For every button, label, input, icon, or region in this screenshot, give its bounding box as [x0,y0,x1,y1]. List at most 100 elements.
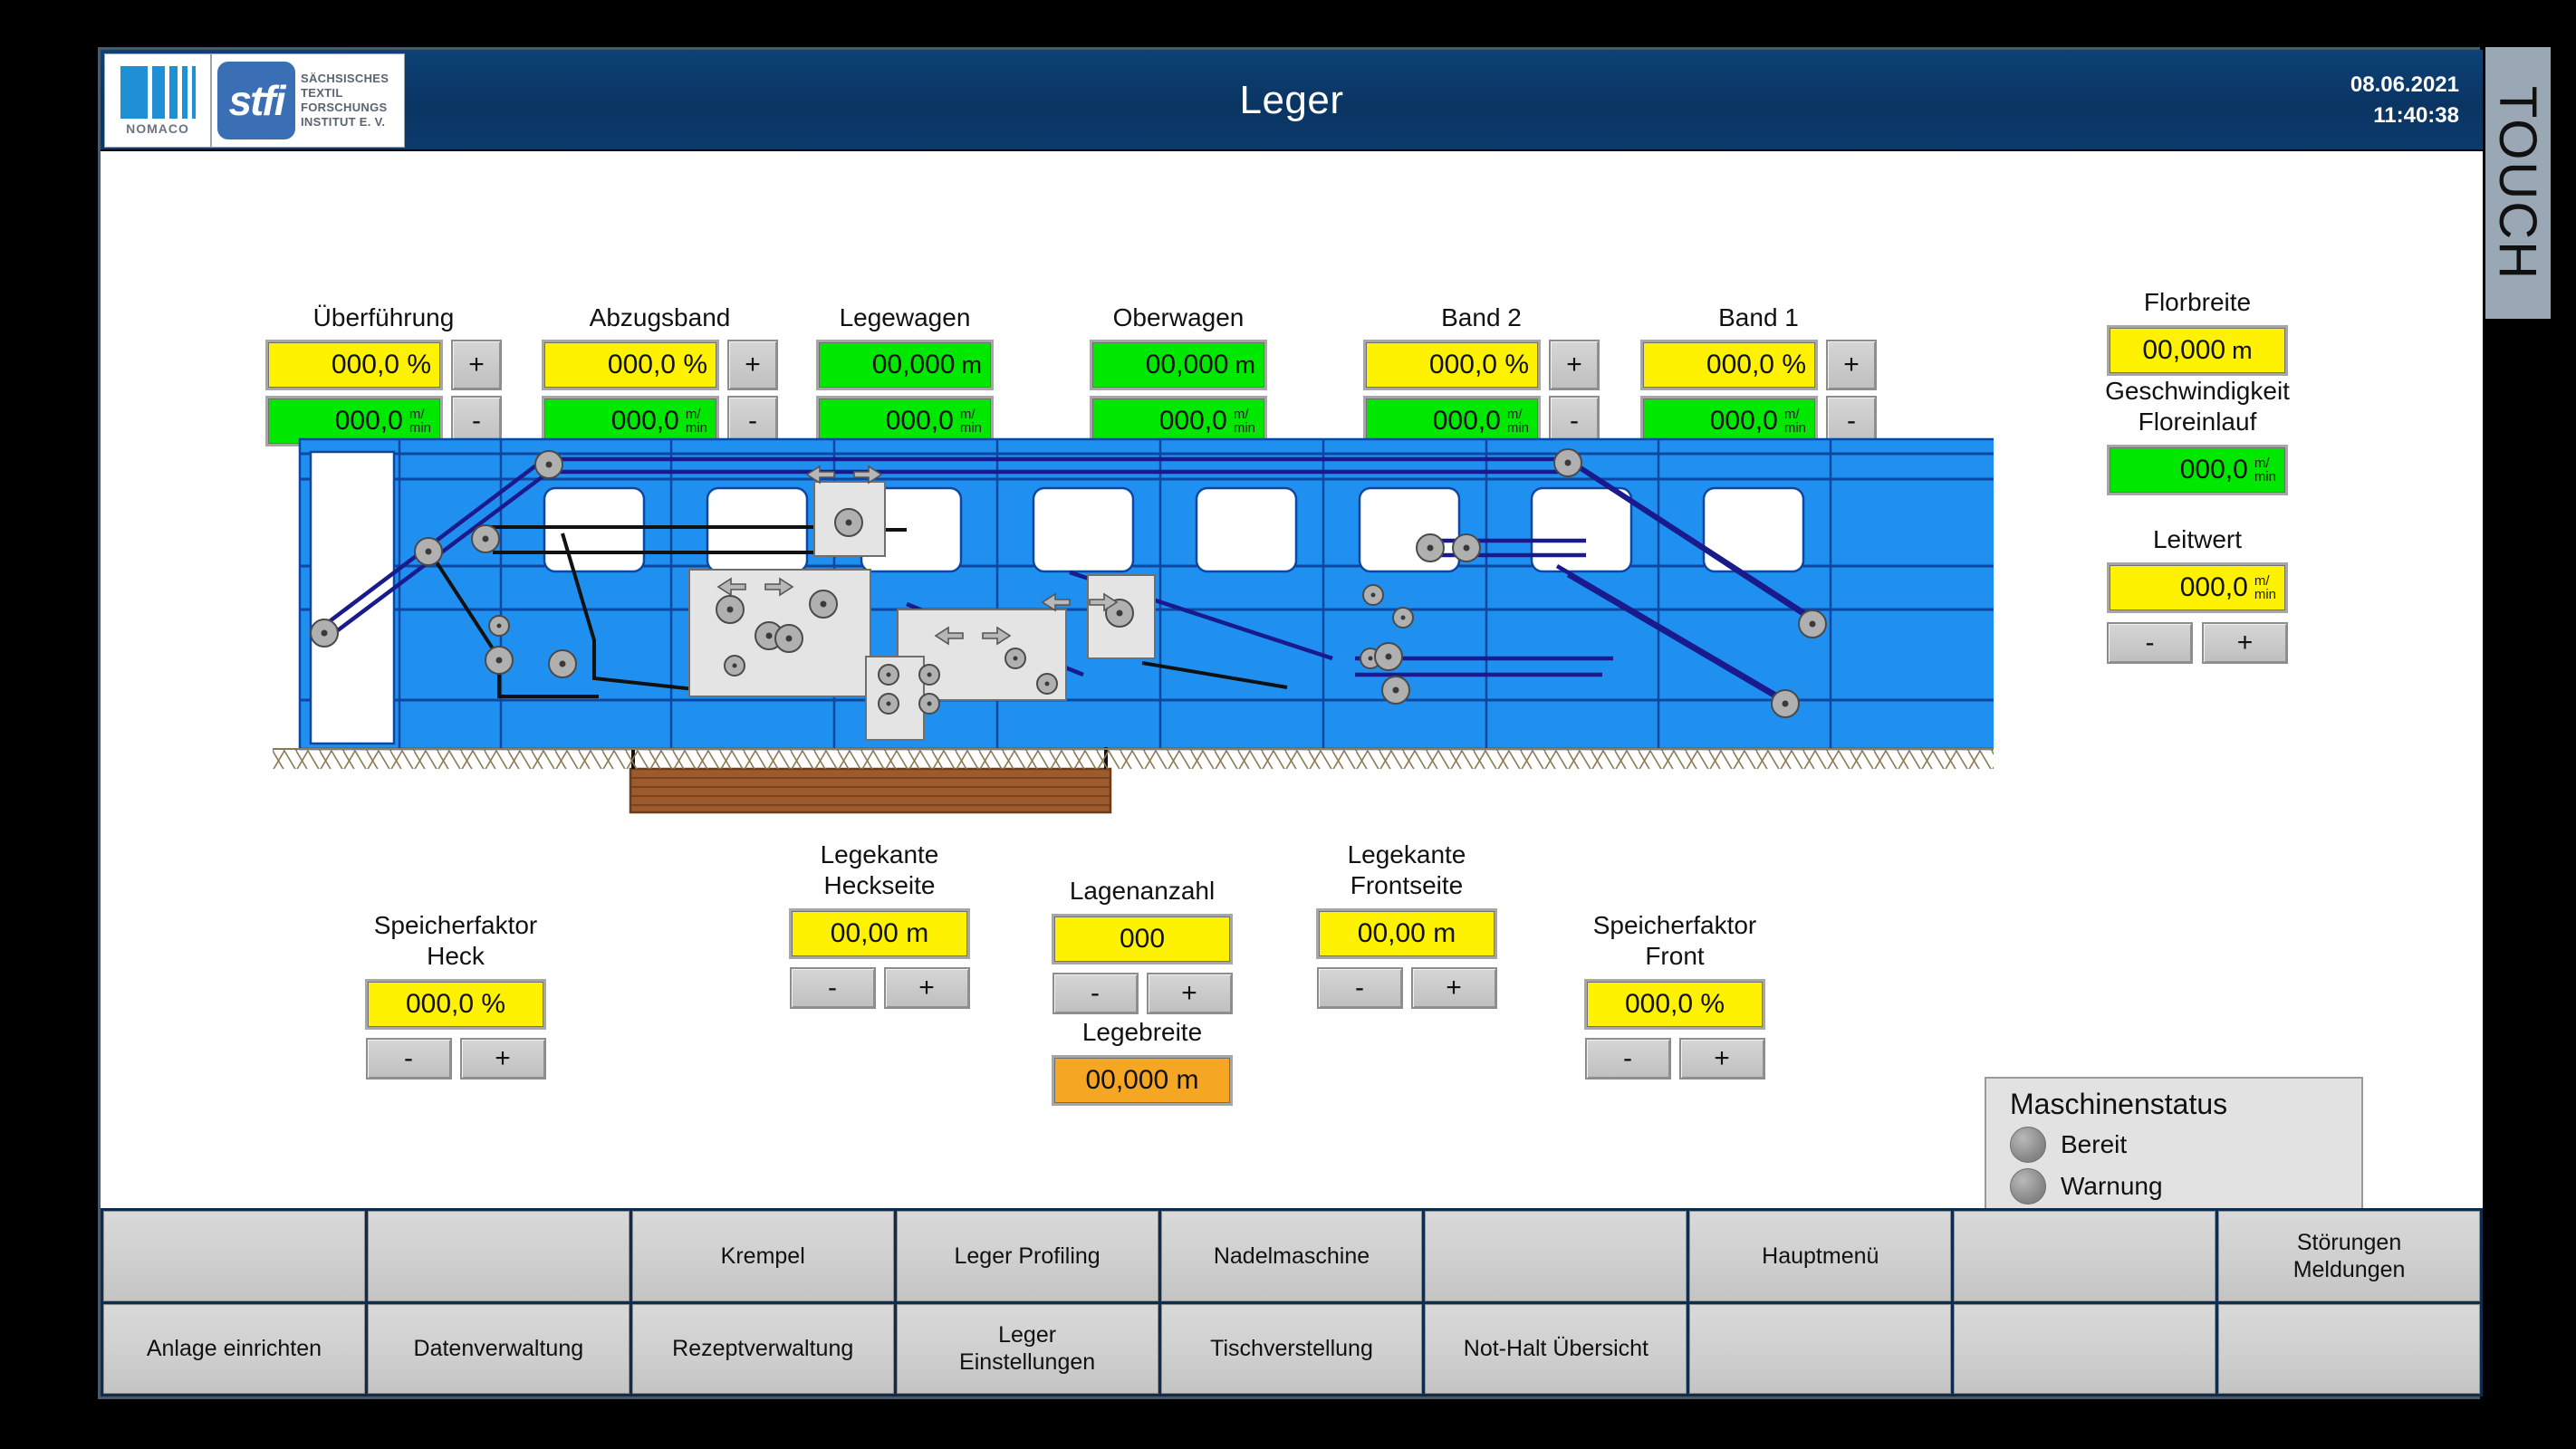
speicherfaktor-heck-value: 000,0 % [405,989,506,1020]
nomaco-wordmark: NOMACO [126,120,189,136]
drive-label-band-1: Band 1 [1718,303,1799,331]
band-2-speed-value: 000,0 [1432,406,1501,436]
drive-group-legewagen: Legewagen 00,000 m 000,0 m/ mi [816,303,994,446]
speicherfaktor-front-minus-button[interactable]: - [1584,1038,1671,1080]
oberwagen-speed-field: 000,0 m/ min [1090,396,1267,446]
oberwagen-speed-value: 000,0 [1158,406,1227,436]
hmi-panel: NOMACO stfi SÄCHSISCHES TEXTIL FORSCHUNG… [98,47,2483,1399]
speicherfaktor-heck-label: Speicherfaktor Heck [373,911,538,971]
nav-button-not-halt-uebersicht[interactable]: Not-Halt Übersicht [1425,1303,1687,1394]
band-1-percent-field[interactable]: 000,0 % [1640,340,1818,390]
nav-button-datenverwaltung[interactable]: Datenverwaltung [367,1303,630,1394]
unit-m-per-min: m/ min [409,406,431,436]
florbreite-label: Florbreite [2143,288,2252,316]
nomaco-bars-icon [120,65,196,119]
unit-m-per-min: m/ min [2254,572,2276,603]
band-2-minus-button[interactable]: - [1549,396,1600,446]
stfi-line-3: FORSCHUNGS [301,101,388,114]
drive-label-oberwagen: Oberwagen [1112,303,1245,331]
legekante-heckseite-plus-button[interactable]: + [883,967,970,1010]
nav-button-top-6[interactable] [1425,1211,1687,1301]
ueberfuehrung-percent-field[interactable]: 000,0 % [265,340,443,390]
lamp-indicator-icon [2010,1168,2046,1204]
unit-m-per-min: m/ min [1233,406,1255,436]
drive-group-band-2: Band 2 000,0 % + 000,0 m/ min [1363,303,1600,446]
speicherfaktor-front-plus-button[interactable]: + [1678,1038,1765,1080]
unit-meter: m [1235,350,1256,379]
abzugsband-speed-field[interactable]: 000,0 m/ min [542,396,719,446]
legekante-heckseite-minus-button[interactable]: - [789,967,876,1010]
nav-button-bottom-9[interactable] [2218,1303,2481,1394]
speicherfaktor-front-value: 000,0 % [1624,989,1725,1020]
drive-group-abzugsband: Abzugsband 000,0 % + 000,0 m/ mi [542,303,778,446]
touch-label: TOUCH [2488,85,2548,281]
time-display: 11:40:38 [2373,103,2459,128]
leitwert-plus-button[interactable]: + [2202,622,2288,665]
speicherfaktor-heck-field[interactable]: 000,0 % [365,979,546,1031]
navigation-bar: Krempel Leger Profiling Nadelmaschine Ha… [101,1208,2483,1396]
legebreite-label: Legebreite [1081,1018,1203,1046]
lagenanzahl-value: 000 [1119,924,1166,955]
band-2-plus-button[interactable]: + [1549,340,1600,390]
ueberfuehrung-minus-button[interactable]: - [451,396,502,446]
date-display: 08.06.2021 [2350,72,2459,97]
nav-button-bottom-8[interactable] [1954,1303,2216,1394]
nav-button-leger-profiling[interactable]: Leger Profiling [896,1211,1158,1301]
band-1-plus-button[interactable]: + [1826,340,1877,390]
oberwagen-position-field: 00,000 m [1090,340,1267,390]
abzugsband-plus-button[interactable]: + [727,340,778,390]
status-lamp-bereit: Bereit [2010,1127,2361,1163]
nav-button-nadelmaschine[interactable]: Nadelmaschine [1160,1211,1423,1301]
abzugsband-minus-button[interactable]: - [727,396,778,446]
navigation-row-bottom: Anlage einrichten Datenverwaltung Rezept… [103,1303,2481,1394]
abzugsband-percent-value: 000,0 % [607,350,707,379]
ueberfuehrung-plus-button[interactable]: + [451,340,502,390]
florbreite-group: Florbreite 00,000 m [2089,287,2306,377]
band-2-percent-field[interactable]: 000,0 % [1363,340,1541,390]
nav-button-anlage-einrichten[interactable]: Anlage einrichten [103,1303,365,1394]
legekante-frontseite-minus-button[interactable]: - [1316,967,1403,1010]
leitwert-group: Leitwert 000,0 m/ min - + [2089,524,2306,665]
legekante-frontseite-plus-button[interactable]: + [1410,967,1497,1010]
drive-label-abzugsband: Abzugsband [589,303,731,331]
nav-button-rezeptverwaltung[interactable]: Rezeptverwaltung [631,1303,894,1394]
leitwert-minus-button[interactable]: - [2107,622,2193,665]
nav-button-top-2[interactable] [367,1211,630,1301]
lagenanzahl-minus-button[interactable]: - [1052,973,1139,1015]
nav-button-bottom-7[interactable] [1689,1303,1952,1394]
legewagen-position-value: 00,000 [871,350,956,379]
speicherfaktor-front-group: Speicherfaktor Front 000,0 % - + [1548,910,1802,1080]
band-1-speed-value: 000,0 [1709,406,1778,436]
legekante-heckseite-field[interactable]: 00,00 m [789,908,970,960]
title-bar: NOMACO stfi SÄCHSISCHES TEXTIL FORSCHUNG… [101,50,2483,151]
nav-button-leger-einstellungen[interactable]: Leger Einstellungen [896,1303,1158,1394]
nav-button-tischverstellung[interactable]: Tischverstellung [1160,1303,1423,1394]
abzugsband-percent-field[interactable]: 000,0 % [542,340,719,390]
legekante-frontseite-group: Legekante Frontseite 00,00 m - + [1289,840,1524,1010]
unit-m-per-min: m/ min [1506,406,1529,436]
legewagen-speed-value: 000,0 [885,406,954,436]
navigation-row-top: Krempel Leger Profiling Nadelmaschine Ha… [103,1211,2481,1301]
nav-button-top-1[interactable] [103,1211,365,1301]
band-1-speed-field[interactable]: 000,0 m/ min [1640,396,1818,446]
legekante-frontseite-field[interactable]: 00,00 m [1316,908,1497,960]
band-1-minus-button[interactable]: - [1826,396,1877,446]
lagenanzahl-field[interactable]: 000 [1052,914,1233,965]
machine-schematic [273,432,1994,867]
unit-meter: m [961,350,983,379]
nav-button-stoerungen-meldungen[interactable]: Störungen Meldungen [2218,1211,2481,1301]
stfi-institute-name: SÄCHSISCHES TEXTIL FORSCHUNGS INSTITUT E… [301,72,389,129]
band-2-speed-field[interactable]: 000,0 m/ min [1363,396,1541,446]
lagenanzahl-plus-button[interactable]: + [1146,973,1233,1015]
drive-label-ueberfuehrung: Überführung [312,303,455,331]
nav-button-krempel[interactable]: Krempel [631,1211,894,1301]
nav-button-hauptmenue[interactable]: Hauptmenü [1689,1211,1952,1301]
status-label-bereit: Bereit [2061,1130,2128,1158]
speicherfaktor-heck-plus-button[interactable]: + [459,1038,546,1080]
speicherfaktor-front-field[interactable]: 000,0 % [1584,979,1765,1031]
leitwert-field[interactable]: 000,0 m/ min [2107,562,2288,614]
nav-button-top-8[interactable] [1954,1211,2216,1301]
speicherfaktor-heck-minus-button[interactable]: - [365,1038,452,1080]
legebreite-field: 00,000 m [1052,1055,1233,1107]
